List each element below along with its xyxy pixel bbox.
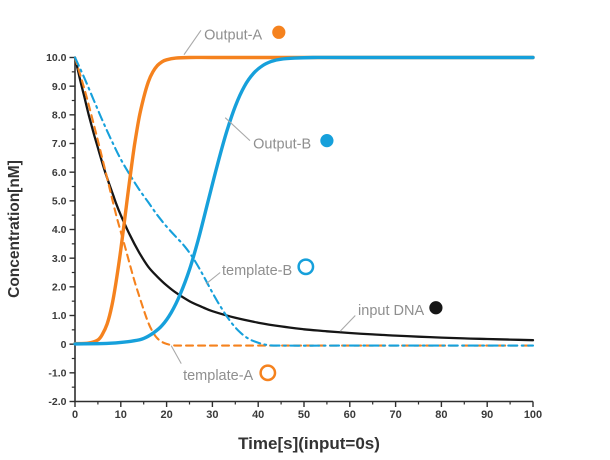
filled-circle-marker-icon xyxy=(429,301,443,315)
y-axis-title: Concentration[nM] xyxy=(6,160,23,298)
y-tick-label: 3.0 xyxy=(52,253,67,265)
x-tick-label: 10 xyxy=(115,409,127,421)
y-tick-label: 5.0 xyxy=(52,195,67,207)
y-tick-label: 9.0 xyxy=(52,81,67,93)
axes: 0 10 20 30 40 50 60 70 80 90 100 10.0 9.0 8.0 7.0 6.0 5.… xyxy=(46,52,542,421)
x-tick-label: 20 xyxy=(160,409,172,421)
x-tick-label: 50 xyxy=(298,409,310,421)
annotation-label: template-A xyxy=(183,368,253,384)
annotation-template-a: template-A xyxy=(170,345,277,384)
annotation-template-b: template-B xyxy=(205,258,315,285)
annotation-label: template-B xyxy=(222,263,292,279)
series-line-output-b xyxy=(73,55,535,346)
x-tick-label: 0 xyxy=(72,409,78,421)
x-tick-label: 60 xyxy=(344,409,356,421)
series-line-template-a xyxy=(73,56,535,347)
annotations: Output-A Output-B template-B input DNA templ… xyxy=(170,25,443,384)
x-tick-label: 80 xyxy=(435,409,447,421)
series-line-output-a xyxy=(73,55,535,346)
y-tick-label: 1.0 xyxy=(52,310,67,322)
y-tick-label: -1.0 xyxy=(48,367,66,379)
annotation-output-a: Output-A xyxy=(183,25,286,55)
filled-circle-marker-icon xyxy=(272,25,286,39)
y-tick-label: 7.0 xyxy=(52,138,67,150)
y-tick-label: 2.0 xyxy=(52,281,67,293)
leader-line xyxy=(183,29,202,55)
annotation-input-dna: input DNA xyxy=(339,301,443,332)
leader-line xyxy=(339,315,356,332)
series-line-input-dna xyxy=(73,56,535,342)
x-tick-label: 30 xyxy=(206,409,218,421)
annotation-label: input DNA xyxy=(358,303,424,319)
x-axis-title: Time[s](input=0s) xyxy=(238,434,380,453)
x-tick-label: 40 xyxy=(252,409,264,421)
x-tick-label: 100 xyxy=(524,409,542,421)
y-tick-label: 10.0 xyxy=(46,52,67,64)
y-tick-label: 4.0 xyxy=(52,224,67,236)
leader-line xyxy=(170,345,182,364)
annotation-output-b: Output-B xyxy=(224,117,334,153)
y-tick-label: -2.0 xyxy=(48,396,66,408)
open-circle-marker-icon xyxy=(297,258,315,276)
x-tick-label: 70 xyxy=(389,409,401,421)
filled-circle-marker-icon xyxy=(320,134,334,148)
x-tick-label: 90 xyxy=(481,409,493,421)
y-tick-label: 8.0 xyxy=(52,109,67,121)
leader-line xyxy=(224,117,251,142)
curves xyxy=(73,55,535,347)
leader-line xyxy=(205,272,221,285)
y-tick-label: 6.0 xyxy=(52,167,67,179)
annotation-label: Output-A xyxy=(204,28,262,44)
annotation-label: Output-B xyxy=(253,137,311,153)
y-tick-label: 0 xyxy=(61,339,67,351)
open-circle-marker-icon xyxy=(259,364,277,382)
